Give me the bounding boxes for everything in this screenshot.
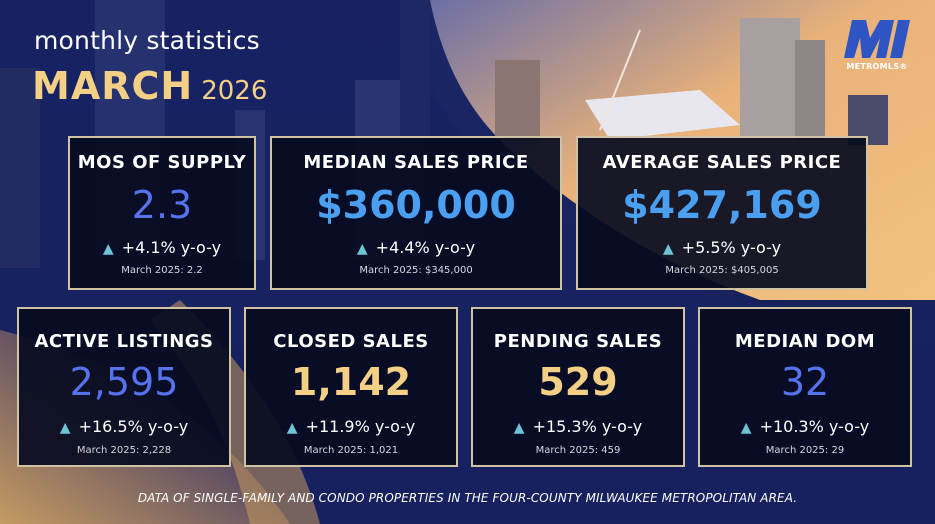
card-median-sales-price: MEDIAN SALES PRICE $360,000 ▲ +4.4% y-o-y…	[270, 136, 562, 290]
card-change: ▲ +4.4% y-o-y	[272, 238, 560, 257]
header-title: MARCH 2026	[32, 64, 267, 108]
card-closed-sales: CLOSED SALES 1,142 ▲ +11.9% y-o-y March 2…	[244, 307, 458, 467]
card-change-text: +5.5% y-o-y	[681, 238, 782, 257]
card-value: $360,000	[316, 183, 516, 227]
card-active-listings: ACTIVE LISTINGS 2,595 ▲ +16.5% y-o-y Marc…	[17, 307, 231, 467]
card-change: ▲ +11.9% y-o-y	[246, 417, 456, 436]
metromls-logo-icon	[844, 20, 910, 58]
card-change: ▲ +5.5% y-o-y	[578, 238, 866, 257]
card-title: AVERAGE SALES PRICE	[602, 152, 842, 173]
card-value: 32	[780, 360, 830, 404]
card-mos-of-supply: MOS OF SUPPLY 2.3 ▲ +4.1% y-o-y March 202…	[68, 136, 256, 290]
card-value: 529	[538, 360, 618, 404]
card-previous: March 2025: 2,228	[76, 445, 172, 456]
card-change-text: +11.9% y-o-y	[305, 417, 416, 436]
card-title: CLOSED SALES	[273, 331, 429, 352]
card-title: MEDIAN DOM	[734, 331, 876, 352]
card-value: 1,142	[290, 360, 412, 404]
card-title: ACTIVE LISTINGS	[34, 331, 214, 352]
card-median-dom: MEDIAN DOM 32 ▲ +10.3% y-o-y March 2025: …	[698, 307, 912, 467]
card-title: MEDIAN SALES PRICE	[303, 152, 529, 173]
metromls-logo: METROMLS®	[838, 16, 916, 71]
card-previous: March 2025: 29	[765, 445, 845, 456]
header-subtitle: monthly statistics	[34, 26, 260, 55]
card-change-text: +16.5% y-o-y	[78, 417, 189, 436]
card-change-text: +15.3% y-o-y	[532, 417, 643, 436]
card-change-text: +4.4% y-o-y	[375, 238, 476, 257]
card-previous: March 2025: $405,005	[665, 265, 779, 276]
triangle-up-icon: ▲	[513, 420, 525, 436]
card-change: ▲ +10.3% y-o-y	[700, 417, 910, 436]
card-previous: March 2025: 2.2	[121, 265, 203, 276]
card-change: ▲ +4.1% y-o-y	[70, 238, 254, 257]
card-title: MOS OF SUPPLY	[77, 152, 247, 173]
header-month: MARCH	[32, 64, 194, 108]
card-previous: March 2025: $345,000	[359, 265, 473, 276]
card-title: PENDING SALES	[493, 331, 663, 352]
card-value: 2,595	[69, 360, 179, 404]
card-change: ▲ +16.5% y-o-y	[19, 417, 229, 436]
header-year: 2026	[201, 76, 268, 106]
card-value: $427,169	[622, 183, 822, 227]
triangle-up-icon: ▲	[662, 241, 674, 257]
footnote: DATA OF SINGLE-FAMILY AND CONDO PROPERTI…	[137, 491, 798, 505]
card-change-text: +4.1% y-o-y	[121, 238, 222, 257]
card-pending-sales: PENDING SALES 529 ▲ +15.3% y-o-y March 20…	[471, 307, 685, 467]
card-previous: March 2025: 459	[535, 445, 621, 456]
triangle-up-icon: ▲	[740, 420, 752, 436]
logo-text: METROMLS®	[846, 62, 908, 71]
card-value: 2.3	[131, 183, 193, 227]
card-change: ▲ +15.3% y-o-y	[473, 417, 683, 436]
card-average-sales-price: AVERAGE SALES PRICE $427,169 ▲ +5.5% y-o-…	[576, 136, 868, 290]
card-previous: March 2025: 1,021	[303, 445, 399, 456]
triangle-up-icon: ▲	[102, 241, 114, 257]
triangle-up-icon: ▲	[356, 241, 368, 257]
triangle-up-icon: ▲	[59, 420, 71, 436]
triangle-up-icon: ▲	[286, 420, 298, 436]
card-change-text: +10.3% y-o-y	[759, 417, 870, 436]
